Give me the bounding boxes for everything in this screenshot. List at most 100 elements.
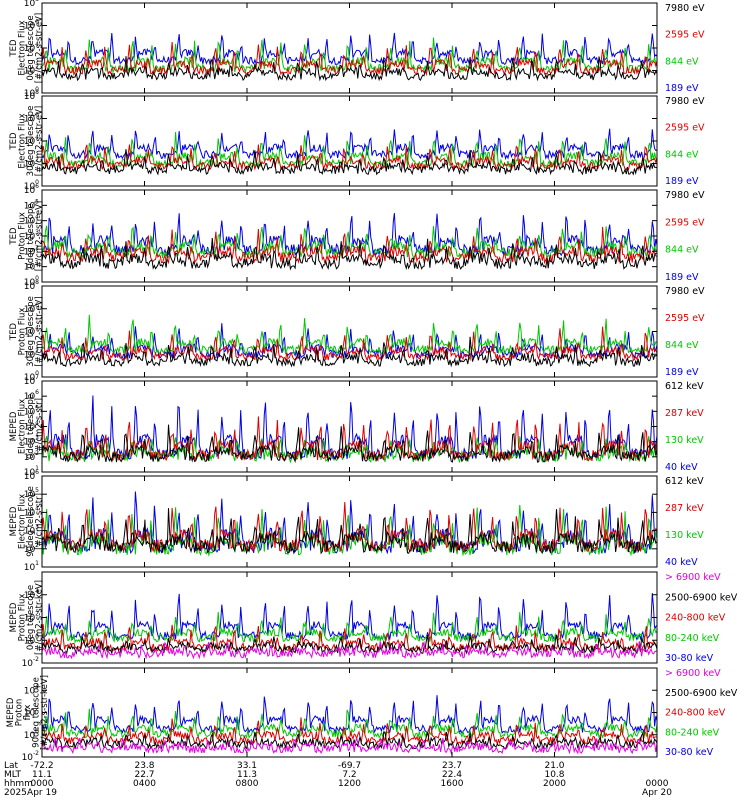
y-axis-label: flux [23, 705, 33, 721]
legend-entry: 612 keV [665, 381, 704, 392]
y-axis-label: [#/cm2-s-str-eV] [35, 201, 45, 271]
panel-6-data [42, 491, 657, 557]
legend-entry: 40 keV [665, 462, 698, 473]
y-axis-label: TED [9, 227, 19, 246]
y-axis-label: 0deg telescope [26, 394, 36, 459]
x-tick-label: 0000 [646, 779, 669, 789]
x-tick-label: 11.1 [32, 770, 52, 780]
legend-entry: 40 keV [665, 557, 698, 568]
y-axis-label: 30deg telescope [26, 296, 36, 367]
legend-entry: 189 eV [665, 367, 699, 378]
x-axis-row-label: hhmm [4, 779, 33, 789]
legend-entry: 80-240 keV [665, 633, 720, 644]
y-axis-label: 30deg telescope [26, 106, 36, 177]
y-axis-label: [#/cm2-s-str-keV] [40, 675, 50, 750]
series-line-287-kev [42, 416, 657, 462]
y-axis-label: 0deg telescope [26, 15, 36, 80]
legend-entry: > 6900 keV [665, 668, 721, 679]
legend-entry: 240-800 keV [665, 708, 726, 719]
y-tick-label: 108 [24, 0, 39, 9]
legend-entry: 287 keV [665, 503, 704, 514]
x-tick-label: 2000 [543, 779, 566, 789]
legend-entry: 30-80 keV [665, 653, 714, 664]
x-axis-row-label: MLT [4, 770, 22, 780]
panel-2-data [42, 128, 657, 176]
panel-7-data [42, 593, 657, 660]
legend-entry: 287 keV [665, 408, 704, 419]
y-axis-label: [#/cm2-s-str-keV] [35, 580, 45, 655]
y-axis-label: 0deg telescope [26, 585, 36, 650]
y-axis-label: Proton Flux [18, 594, 28, 642]
series-line-80-240-kev [42, 708, 657, 740]
series-line--6900-kev [42, 737, 657, 755]
x-tick-label: 7.2 [342, 770, 356, 780]
y-axis-label: [#/cm2-s-str] [35, 493, 45, 550]
y-axis-label: TED [9, 39, 19, 58]
y-axis-label: Proton Flux [18, 212, 28, 260]
panel-5-data [42, 395, 657, 464]
x-tick-label: -72.2 [30, 761, 53, 771]
legend-entry: 844 eV [665, 340, 699, 351]
legend-entry: 7980 eV [665, 96, 705, 107]
series-line-189-ev [42, 128, 657, 161]
x-tick-label: Apr 20 [642, 788, 672, 798]
panel-4-data [42, 314, 657, 368]
y-axis-label: MEPED [9, 411, 19, 441]
series-line-80-240-kev [42, 611, 657, 644]
series-line-612-kev [42, 424, 657, 464]
x-tick-label: 22.7 [134, 770, 154, 780]
x-tick-label: Apr 19 [27, 788, 57, 798]
x-tick-label: 33.1 [237, 761, 257, 771]
series-line-7980-ev [42, 336, 657, 368]
legend-entry: 30-80 keV [665, 747, 714, 758]
x-tick-label: 0000 [31, 779, 54, 789]
y-axis-label: MEPED [9, 506, 19, 536]
series-line-189-ev [42, 213, 657, 257]
legend-entry: 2595 eV [665, 123, 705, 134]
series-line-189-ev [42, 32, 657, 66]
legend-entry: 2595 eV [665, 217, 705, 228]
panel-frame [41, 95, 658, 187]
legend-entry: 7980 eV [665, 286, 705, 297]
legend-entry: 7980 eV [665, 190, 705, 201]
series-line-2500-6900-kev [42, 634, 657, 656]
legend-entry: 612 keV [665, 476, 704, 487]
series-line-7980-ev [42, 149, 657, 176]
y-axis-label: Electron Flux [18, 494, 28, 549]
series-line--6900-kev [42, 640, 657, 660]
y-axis-label: Proton Flux [18, 308, 28, 356]
x-tick-label: 22.4 [442, 770, 462, 780]
x-tick-label: 23.8 [134, 761, 154, 771]
y-axis-label: [#/cm2-s-str-eV] [35, 13, 45, 83]
y-axis-label: [#/cm2-s-str-eV] [35, 106, 45, 176]
y-axis-label: Electron Flux [18, 113, 28, 168]
x-tick-label: 21.0 [544, 761, 564, 771]
x-tick-label: 1600 [441, 779, 464, 789]
series-line-30-80-kev [42, 695, 657, 735]
x-tick-label: 23.7 [442, 761, 462, 771]
y-axis-label: MEPED [9, 602, 19, 632]
legend-entry: 189 eV [665, 176, 699, 187]
y-axis-label: [#/cm2-s-str-eV] [35, 296, 45, 366]
y-axis-label: MEPED [6, 697, 16, 727]
legend-entry: 189 eV [665, 83, 699, 94]
panel-1-data [42, 32, 657, 82]
legend-entry: 2500-6900 keV [665, 592, 738, 603]
x-tick-label: 10.8 [544, 770, 564, 780]
legend-entry: 189 eV [665, 272, 699, 283]
legend-entry: 130 keV [665, 530, 704, 541]
legend-entry: 240-800 keV [665, 613, 726, 624]
legend-entry: 130 keV [665, 435, 704, 446]
legend-entry: 844 eV [665, 245, 699, 256]
legend-entry: 2595 eV [665, 30, 705, 41]
y-axis-label: TED [9, 322, 19, 341]
legend-entry: > 6900 keV [665, 572, 721, 583]
x-tick-label: 11.3 [237, 770, 257, 780]
